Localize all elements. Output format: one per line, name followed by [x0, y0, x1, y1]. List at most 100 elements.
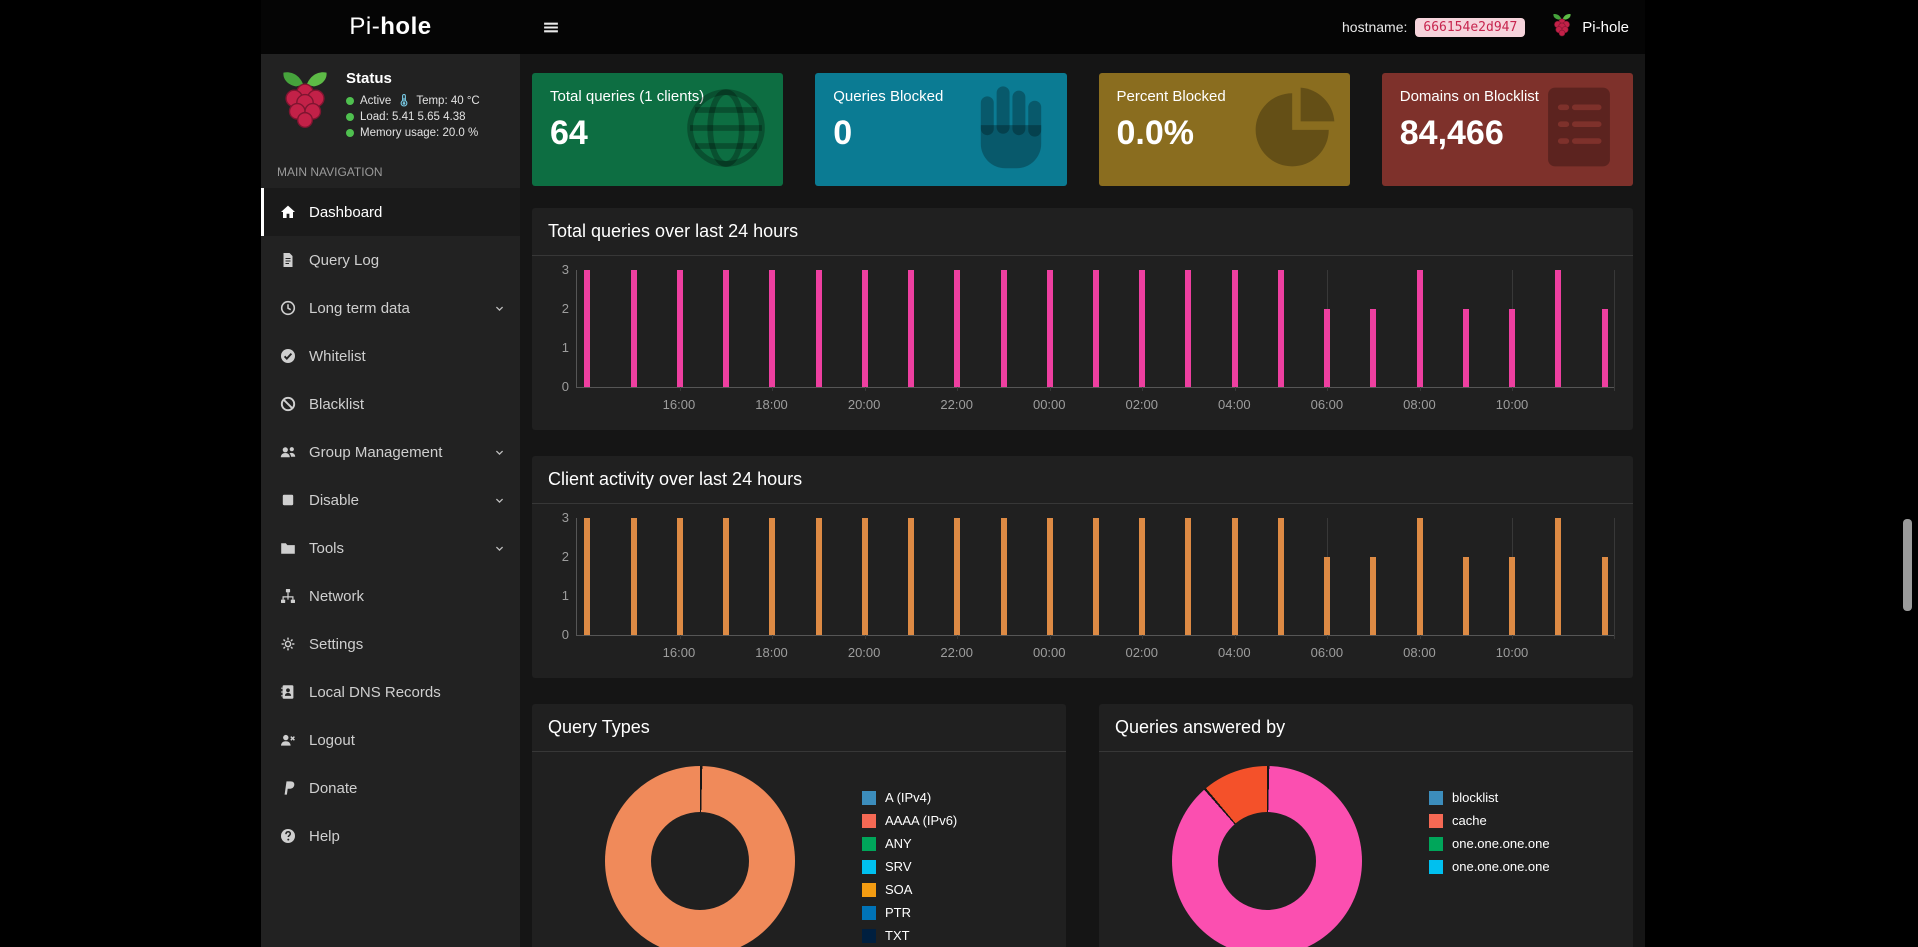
legend-item-srv[interactable]: SRV: [862, 859, 957, 874]
total-queries-chart[interactable]: 0 1 2 3 16:00 18:00 20:00 22:00 00:00 02:00 04:00 0…: [550, 263, 1615, 414]
sidebar-item-blacklist[interactable]: Blacklist: [261, 380, 520, 428]
bar[interactable]: [1046, 270, 1053, 387]
bar[interactable]: [1416, 518, 1423, 635]
bar[interactable]: [908, 518, 915, 635]
bar[interactable]: [1000, 518, 1007, 635]
bar[interactable]: [815, 518, 822, 635]
legend-item-any[interactable]: ANY: [862, 836, 957, 851]
donut-hole: [651, 812, 749, 910]
legend-item-aaaa-ipv6[interactable]: AAAA (IPv6): [862, 813, 957, 828]
legend-item-blocklist[interactable]: blocklist: [1429, 790, 1550, 805]
bar[interactable]: [861, 270, 868, 387]
bar[interactable]: [1555, 518, 1562, 635]
bar[interactable]: [630, 270, 637, 387]
query-types-donut-chart[interactable]: [605, 766, 795, 947]
bar[interactable]: [1555, 270, 1562, 387]
bar[interactable]: [861, 518, 868, 635]
sidebar-item-long-term-data[interactable]: Long term data: [261, 284, 520, 332]
summary-cards-row: Total queries (1 clients) 64 Queries Block…: [532, 73, 1633, 186]
sidebar-item-group-management[interactable]: Group Management: [261, 428, 520, 476]
panel-client-activity: Client activity over last 24 hours 0 1 2 3 1…: [532, 456, 1633, 678]
bar[interactable]: [1324, 309, 1331, 387]
bar[interactable]: [1185, 518, 1192, 635]
bar[interactable]: [1046, 518, 1053, 635]
sidebar-item-label: Tools: [309, 539, 345, 557]
legend-swatch: [862, 836, 876, 851]
sidebar-item-dashboard[interactable]: Dashboard: [261, 188, 520, 236]
legend-label: PTR: [885, 905, 911, 920]
legend-item-ptr[interactable]: PTR: [862, 905, 957, 920]
bar[interactable]: [1000, 270, 1007, 387]
client-activity-chart[interactable]: 0 1 2 3 16:00 18:00 20:00 22:00 00:00 02:00 04:00 0…: [550, 511, 1615, 662]
pihole-logo-link[interactable]: Pi-hole: [261, 13, 520, 41]
panel-body: A (IPv4)AAAA (IPv6)ANYSRVSOAPTRTXTNAPTR: [532, 752, 1066, 947]
bar[interactable]: [1093, 518, 1099, 635]
bar[interactable]: [1231, 270, 1238, 387]
bar[interactable]: [1324, 557, 1331, 635]
sidebar-item-label: Logout: [309, 731, 355, 749]
sidebar-item-donate[interactable]: Donate: [261, 764, 520, 812]
bar[interactable]: [1509, 309, 1516, 387]
legend-item-one-one-one-one[interactable]: one.one.one.one: [1429, 859, 1550, 874]
bar[interactable]: [1139, 518, 1146, 635]
status-text: Load: 5.41 5.65 4.38: [360, 111, 466, 123]
bar[interactable]: [1416, 270, 1423, 387]
sidebar-item-logout[interactable]: Logout: [261, 716, 520, 764]
bar[interactable]: [1462, 309, 1469, 387]
legend-item-cache[interactable]: cache: [1429, 813, 1550, 828]
raspberry-icon: [1551, 13, 1573, 42]
bar[interactable]: [769, 518, 776, 635]
bar[interactable]: [1231, 518, 1238, 635]
sidebar-item-network[interactable]: Network: [261, 572, 520, 620]
x-axis-label: 22:00: [940, 397, 973, 412]
sidebar-item-settings[interactable]: Settings: [261, 620, 520, 668]
legend-item-soa[interactable]: SOA: [862, 882, 957, 897]
bar[interactable]: [815, 270, 822, 387]
list-icon: [1533, 82, 1625, 172]
bar[interactable]: [1509, 557, 1516, 635]
bar[interactable]: [954, 270, 961, 387]
sidebar-item-help[interactable]: Help: [261, 812, 520, 860]
bar[interactable]: [1185, 270, 1192, 387]
scrollbar-thumb[interactable]: [1903, 519, 1912, 611]
bar[interactable]: [1601, 309, 1608, 387]
x-axis-label: 00:00: [1032, 397, 1066, 412]
panel-title-queries-answered-by: Queries answered by: [1099, 704, 1633, 752]
x-axis-label: 20:00: [847, 645, 881, 660]
bar[interactable]: [723, 518, 730, 635]
bar[interactable]: [1370, 309, 1377, 387]
bar[interactable]: [769, 270, 776, 387]
bar[interactable]: [723, 270, 730, 387]
sidebar-item-tools[interactable]: Tools: [261, 524, 520, 572]
bar[interactable]: [1601, 557, 1608, 635]
bar[interactable]: [908, 270, 915, 387]
bar[interactable]: [630, 518, 637, 635]
bar[interactable]: [1139, 270, 1146, 387]
queries-answered-donut-chart[interactable]: [1172, 766, 1362, 947]
y-axis-label: 1: [561, 588, 569, 603]
legend-label: SRV: [885, 859, 912, 874]
sidebar-item-label: Query Log: [309, 251, 380, 269]
sidebar-toggle-button[interactable]: [538, 15, 564, 40]
bar[interactable]: [676, 270, 683, 387]
bar[interactable]: [1277, 270, 1284, 387]
top-navbar: Pi-hole hostname: 666154e2d947 Pi-hole: [261, 0, 1645, 54]
bar[interactable]: [676, 518, 683, 635]
bar[interactable]: [584, 270, 591, 387]
legend-label: blocklist: [1452, 790, 1499, 805]
legend-item-txt[interactable]: TXT: [862, 928, 957, 943]
x-axis-label: 02:00: [1125, 645, 1159, 660]
sidebar-item-query-log[interactable]: Query Log: [261, 236, 520, 284]
bar[interactable]: [954, 518, 961, 635]
sidebar-item-whitelist[interactable]: Whitelist: [261, 332, 520, 380]
legend-item-one-one-one-one[interactable]: one.one.one.one: [1429, 836, 1550, 851]
legend-item-a-ipv4[interactable]: A (IPv4): [862, 790, 957, 805]
bar[interactable]: [1093, 270, 1099, 387]
bar[interactable]: [584, 518, 591, 635]
bar[interactable]: [1370, 557, 1377, 635]
sidebar-item-local-dns-records[interactable]: Local DNS Records: [261, 668, 520, 716]
bar[interactable]: [1277, 518, 1284, 635]
bar[interactable]: [1462, 557, 1469, 635]
x-axis-label: 08:00: [1403, 645, 1436, 660]
sidebar-item-disable[interactable]: Disable: [261, 476, 520, 524]
